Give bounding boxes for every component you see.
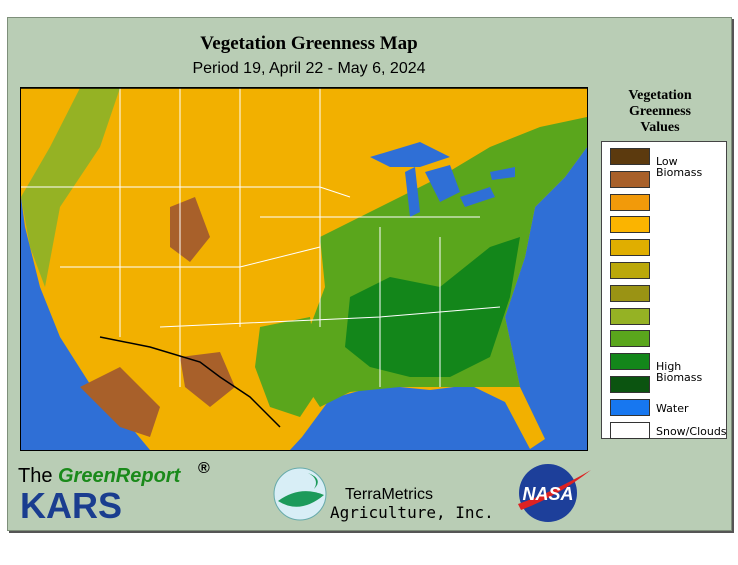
legend-label: Water <box>656 401 689 415</box>
legend-swatch <box>610 193 650 211</box>
legend-swatch <box>610 376 650 393</box>
legend-swatch <box>610 353 650 371</box>
legend: Low Biomass High Biomass Water Snow/Clouds <box>601 141 727 439</box>
legend-swatch <box>610 148 650 165</box>
legend-label: Low Biomass <box>656 155 703 179</box>
title: Vegetation Greenness Map <box>200 33 418 54</box>
legend-title: Vegetation Greenness Values <box>628 88 692 135</box>
map <box>20 87 588 451</box>
footer-center-2: Agriculture, Inc. <box>330 503 494 522</box>
footer-brand: GreenReport <box>58 465 181 487</box>
footer-prefix: The <box>18 465 53 487</box>
legend-swatch <box>610 239 650 257</box>
subtitle: Period 19, April 22 - May 6, 2024 <box>192 60 426 77</box>
footer-center-1: TerraMetrics <box>345 486 434 503</box>
legend-swatch <box>610 216 650 234</box>
legend-label: Snow/Clouds <box>656 424 727 438</box>
legend-swatch <box>610 170 650 188</box>
legend-swatch <box>610 330 650 348</box>
legend-swatch <box>610 307 650 325</box>
footer-name: KARS <box>20 485 123 526</box>
legend-swatch <box>610 421 650 439</box>
nasa-text: NASA <box>522 484 573 504</box>
footer-mark: ® <box>198 460 210 477</box>
legend-swatch <box>610 284 650 302</box>
nasa-logo: NASA <box>518 464 591 522</box>
legend-swatch <box>610 398 650 416</box>
terrametrics-logo <box>273 467 327 521</box>
legend-swatch <box>610 262 650 279</box>
legend-label: High Biomass <box>656 360 703 385</box>
